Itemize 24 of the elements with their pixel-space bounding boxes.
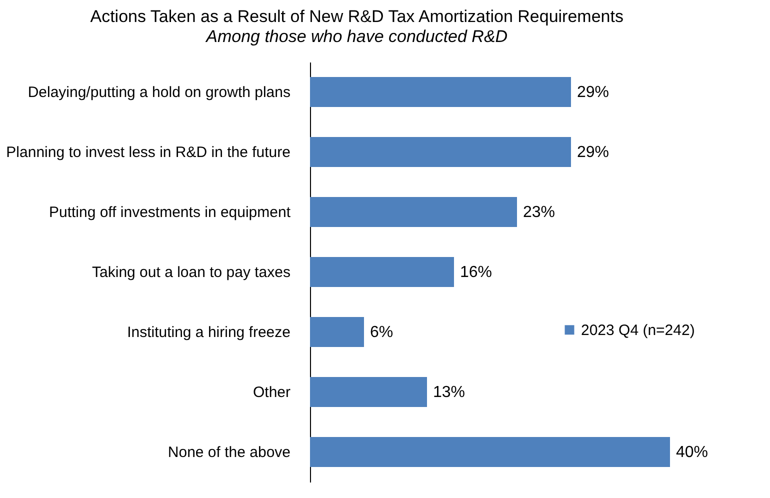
chart-title: Actions Taken as a Result of New R&D Tax Amortization Requirements — [90, 7, 624, 26]
data-label: 16% — [460, 264, 492, 281]
bar — [310, 377, 427, 407]
y-tick-label: Delaying/putting a hold on growth plans — [28, 84, 290, 101]
bar — [310, 257, 454, 287]
data-label: 29% — [577, 84, 610, 101]
y-tick-label: Taking out a loan to pay taxes — [92, 264, 290, 281]
chart-subtitle: Among those who have conducted R&D — [205, 27, 508, 46]
data-label: 6% — [370, 324, 394, 341]
bar — [310, 317, 364, 347]
data-label: 23% — [523, 204, 556, 221]
legend-label: 2023 Q4 (n=242) — [581, 322, 695, 339]
y-tick-label: Other — [252, 384, 291, 401]
bar — [310, 137, 571, 167]
data-label: 29% — [577, 144, 610, 161]
data-label: 13% — [433, 384, 466, 401]
y-tick-label: Planning to invest less in R&D in the future — [6, 144, 290, 161]
bar — [310, 197, 517, 227]
y-tick-label: Instituting a hiring freeze — [127, 324, 290, 341]
bar — [310, 77, 571, 107]
y-tick-label: Putting off investments in equipment — [48, 204, 292, 221]
data-label: 40% — [676, 444, 708, 461]
bar — [310, 437, 670, 467]
y-tick-label: None of the above — [168, 444, 290, 461]
